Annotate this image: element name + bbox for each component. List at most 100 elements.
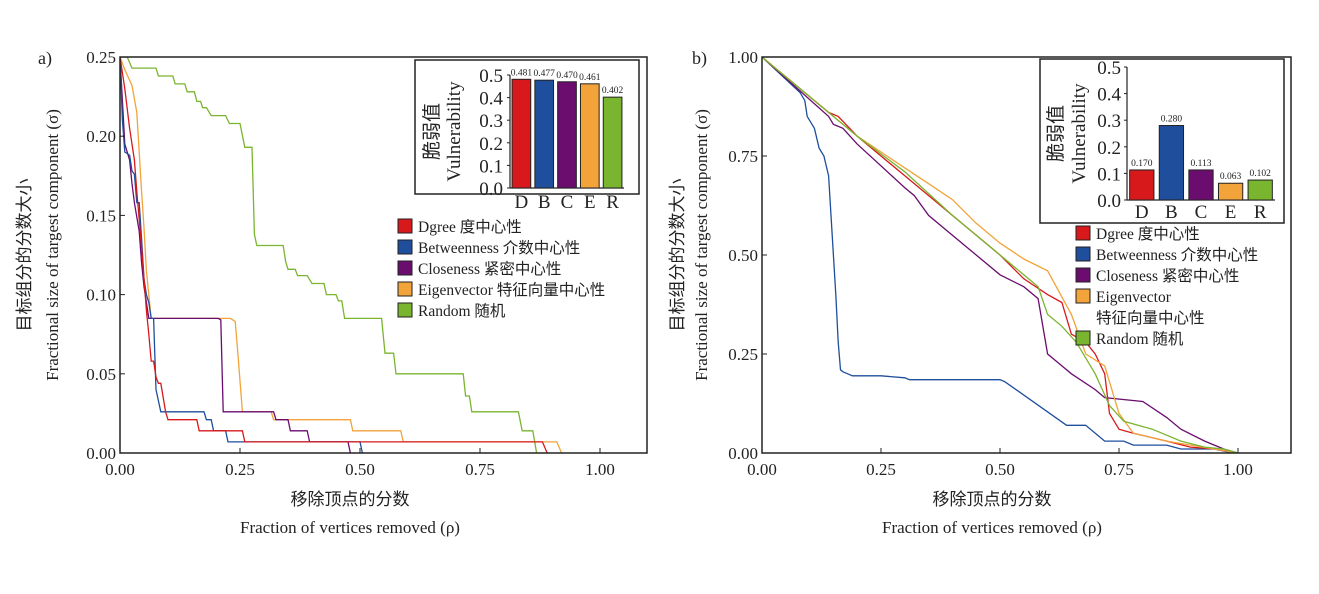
x-tick-label: 0.00 bbox=[105, 460, 135, 479]
x-axis-label: Fraction of vertices removed (ρ) bbox=[240, 518, 460, 537]
inset-y-tick-label: 0.4 bbox=[1097, 85, 1121, 106]
inset-x-tick-label: E bbox=[584, 192, 596, 213]
series-line-dgree bbox=[120, 57, 548, 453]
legend-label-line2: 特征向量中心性 bbox=[1096, 309, 1205, 327]
inset-x-tick-label: C bbox=[1195, 202, 1208, 223]
inset-y-tick-label: 0.1 bbox=[1097, 164, 1121, 185]
x-tick-label: 0.00 bbox=[747, 460, 777, 479]
panel-label: a) bbox=[38, 48, 52, 69]
y-tick-label: 0.75 bbox=[728, 147, 758, 166]
legend-swatch bbox=[1075, 246, 1091, 262]
y-tick-label: 0.50 bbox=[728, 246, 758, 265]
inset-bar-chart: 0.00.10.20.30.40.5 0.481 D 0.477 B 0.470 C 0.46… bbox=[414, 59, 640, 213]
y-axis-label: Fractional size of targest component (σ) bbox=[692, 109, 711, 381]
inset-data-label: 0.102 bbox=[1250, 169, 1272, 179]
inset-bar-B bbox=[534, 79, 555, 189]
x-axis-label: Fraction of vertices removed (ρ) bbox=[882, 518, 1102, 537]
legend-item-E: Eigenvector 特征向量中心性 bbox=[397, 281, 605, 299]
inset-data-label: 0.280 bbox=[1161, 115, 1183, 125]
inset-y-tick-label: 0.5 bbox=[1097, 58, 1121, 79]
inset-y-label-cn: 脆弱值 bbox=[1045, 105, 1067, 162]
legend-swatch bbox=[1075, 288, 1091, 304]
legend-label: Dgree 度中心性 bbox=[1096, 225, 1200, 243]
series-line-random bbox=[120, 57, 538, 453]
inset-bar-C bbox=[1188, 169, 1214, 201]
inset-y-tick-label: 0.2 bbox=[479, 134, 503, 155]
legend-item-D: Dgree 度中心性 bbox=[397, 218, 522, 236]
legend-item-B: Betweenness 介数中心性 bbox=[1075, 246, 1258, 264]
inset-x-tick-label: B bbox=[1165, 202, 1178, 223]
panel-label: b) bbox=[692, 48, 707, 69]
legend-swatch bbox=[397, 218, 413, 234]
legend-item-R: Random 随机 bbox=[397, 302, 506, 320]
x-tick-label: 0.25 bbox=[866, 460, 896, 479]
y-tick-label: 0.25 bbox=[86, 48, 116, 67]
x-tick-label: 0.75 bbox=[465, 460, 495, 479]
inset-y-label-cn: 脆弱值 bbox=[421, 103, 443, 160]
inset-y-tick-label: 0.4 bbox=[479, 89, 503, 110]
x-axis-label-cn: 移除顶点的分数 bbox=[933, 490, 1052, 509]
inset-y-tick-label: 0.0 bbox=[479, 179, 503, 200]
y-axis-label-cn: 目标组分的分数大小 bbox=[668, 179, 687, 332]
series-line-eigenvector bbox=[120, 57, 563, 453]
legend-item-D: Dgree 度中心性 bbox=[1075, 225, 1200, 243]
legend-swatch bbox=[397, 302, 413, 318]
inset-y-tick-label: 0.2 bbox=[1097, 138, 1121, 159]
inset-bar-B bbox=[1158, 125, 1185, 201]
legend-item-C: Closeness 紧密中心性 bbox=[397, 260, 561, 278]
series-line-closeness bbox=[762, 57, 1239, 453]
y-tick-label: 0.00 bbox=[86, 444, 116, 463]
inset-data-label: 0.481 bbox=[511, 68, 533, 78]
inset-data-label: 0.461 bbox=[579, 73, 601, 83]
legend-item-R: Random 随机 bbox=[1075, 330, 1184, 348]
inset-x-tick-label: C bbox=[561, 192, 574, 213]
legend-swatch bbox=[1075, 330, 1091, 346]
inset-x-tick-label: R bbox=[606, 192, 619, 213]
legend-item-E: Eigenvector 特征向量中心性 bbox=[1075, 288, 1205, 327]
inset-data-label: 0.113 bbox=[1190, 159, 1211, 169]
inset-bar-E bbox=[579, 83, 600, 189]
y-tick-label: 0.20 bbox=[86, 127, 116, 146]
y-axis-label: Fractional size of targest component (σ) bbox=[43, 109, 62, 381]
series-line-closeness bbox=[120, 57, 352, 453]
inset-bar-C bbox=[557, 81, 577, 189]
legend-swatch bbox=[397, 281, 413, 297]
inset-x-tick-label: B bbox=[538, 192, 551, 213]
legend-label: Dgree 度中心性 bbox=[418, 218, 522, 236]
y-axis-label-cn: 目标组分的分数大小 bbox=[15, 179, 34, 332]
series-group bbox=[762, 57, 1239, 453]
legend-label: Closeness 紧密中心性 bbox=[1096, 267, 1239, 285]
series-line-random bbox=[762, 57, 1239, 453]
legend-label: Betweenness 介数中心性 bbox=[418, 239, 580, 257]
x-axis-label-cn: 移除顶点的分数 bbox=[291, 490, 410, 509]
inset-y-label: Vulnerability bbox=[1069, 83, 1090, 184]
legend-label: Closeness 紧密中心性 bbox=[418, 260, 561, 278]
inset-y-tick-label: 0.1 bbox=[479, 156, 503, 177]
legend-label: Random 随机 bbox=[1096, 330, 1184, 348]
x-tick-label: 1.00 bbox=[1223, 460, 1253, 479]
inset-x-tick-label: E bbox=[1225, 202, 1237, 223]
inset-y-tick-label: 0.3 bbox=[479, 111, 503, 132]
legend-swatch bbox=[1075, 225, 1091, 241]
panel-b: 0.00 0.25 0.50 0.75 1.00 0.00 0.25 0.50 0.75 1.00… bbox=[668, 48, 1292, 537]
x-tick-label: 0.25 bbox=[225, 460, 255, 479]
y-tick-label: 0.10 bbox=[86, 286, 116, 305]
inset-y-tick-label: 0.0 bbox=[1097, 191, 1121, 212]
inset-y-tick-label: 0.3 bbox=[1097, 111, 1121, 132]
inset-bar-D bbox=[1129, 169, 1155, 201]
inset-bar-D bbox=[511, 78, 532, 189]
legend-swatch bbox=[397, 260, 413, 276]
x-tick-label: 1.00 bbox=[585, 460, 615, 479]
legend-label: Eigenvector 特征向量中心性 bbox=[418, 281, 605, 299]
x-tick-label: 0.75 bbox=[1104, 460, 1134, 479]
inset-y-tick-label: 0.5 bbox=[479, 66, 503, 87]
y-tick-label: 0.25 bbox=[728, 345, 758, 364]
inset-bar-E bbox=[1217, 182, 1244, 201]
panel-a: 0.00 0.25 0.50 0.75 1.000.000.050.100.150.20… bbox=[15, 48, 648, 537]
y-tick-label: 0.05 bbox=[86, 365, 116, 384]
legend-swatch bbox=[397, 239, 413, 255]
inset-data-label: 0.063 bbox=[1220, 172, 1242, 182]
y-tick-label: 0.15 bbox=[86, 206, 116, 225]
x-tick-label: 0.50 bbox=[345, 460, 375, 479]
